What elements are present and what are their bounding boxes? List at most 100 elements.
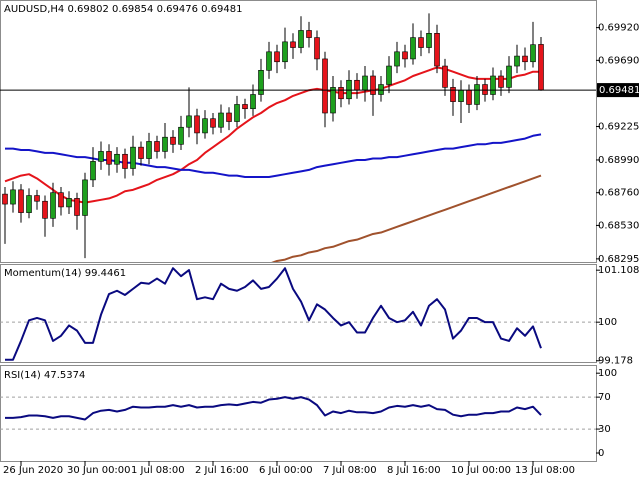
momentum-panel	[0, 264, 597, 363]
candle-body	[234, 104, 240, 122]
x-tick-label: 10 Jul 00:00	[451, 465, 511, 476]
candle-body	[186, 115, 192, 128]
candle-body	[266, 51, 272, 71]
momentum-header: Momentum(14) 99.4461	[4, 268, 126, 279]
candle-body	[90, 161, 96, 181]
candle-body	[250, 94, 256, 110]
candle-body	[2, 193, 8, 205]
candle-body	[410, 37, 416, 60]
candle-body	[442, 65, 448, 88]
candle-body	[258, 70, 264, 95]
x-tick-label: 8 Jul 16:00	[387, 465, 441, 476]
candle-body	[482, 84, 488, 95]
candle-body	[82, 179, 88, 216]
candle-body	[354, 79, 360, 91]
candle-body	[26, 195, 32, 213]
candle-body	[530, 44, 536, 63]
candle-body	[338, 87, 344, 100]
open-value: 0.69802	[67, 4, 108, 15]
indicator-name: RSI(14)	[4, 370, 41, 381]
candle-body	[306, 30, 312, 38]
candle-body	[538, 44, 544, 91]
y-tick-label: 0.69225	[598, 122, 639, 133]
y-tick-label: 100	[598, 368, 617, 379]
x-tick-label: 26 Jun 2020	[3, 465, 63, 476]
candle-body	[218, 112, 224, 128]
candle-body	[138, 146, 144, 159]
y-tick-label: 101.1083	[598, 265, 640, 276]
candle-body	[362, 75, 368, 91]
y-tick-label: 30	[598, 424, 611, 435]
candle-body	[202, 118, 208, 134]
candle-body	[314, 37, 320, 60]
rsi-panel	[0, 365, 597, 462]
candle-body	[242, 104, 248, 110]
candle-body	[106, 151, 112, 165]
candle-body	[522, 55, 528, 63]
candle-body	[114, 153, 120, 165]
y-tick-label: 99.178	[598, 356, 633, 367]
indicator-value: 99.4461	[85, 268, 126, 279]
candle-body	[434, 33, 440, 67]
candle-body	[370, 75, 376, 95]
candle-body	[466, 89, 472, 105]
y-tick-label: 0.69690	[598, 55, 639, 66]
candle-body	[210, 118, 216, 128]
line-series	[5, 267, 542, 361]
current-price-label: 0.69481	[599, 85, 640, 96]
candle-body	[506, 65, 512, 88]
candle-body	[154, 141, 160, 152]
x-tick-label: 30 Jun 00:00	[67, 465, 131, 476]
line-series	[5, 396, 542, 421]
x-tick-label: 7 Jul 08:00	[323, 465, 377, 476]
indicator-value: 47.5374	[44, 370, 85, 381]
y-tick-label: 70	[598, 392, 611, 403]
candle-body	[178, 126, 184, 145]
y-tick-label: 0	[598, 448, 604, 459]
indicator-name: Momentum(14)	[4, 268, 82, 279]
line-series	[5, 133, 542, 179]
price-plot	[0, 13, 596, 262]
candle-body	[98, 151, 104, 162]
line-series	[4, 66, 541, 204]
candle-body	[146, 141, 152, 159]
line-series	[271, 174, 542, 262]
candle-body	[330, 87, 336, 114]
y-tick-label: 0.68760	[598, 188, 639, 199]
candle-body	[274, 51, 280, 63]
candle-body	[74, 198, 80, 216]
candle-body	[10, 189, 16, 205]
candle-body	[394, 51, 400, 67]
candle-body	[426, 33, 432, 48]
rsi-header: RSI(14) 47.5374	[4, 370, 85, 381]
candle-body	[474, 84, 480, 105]
x-tick-label: 13 Jul 08:00	[515, 465, 575, 476]
current-price-box	[597, 83, 639, 98]
candle-body	[122, 153, 128, 169]
candle-body	[450, 87, 456, 102]
x-tick-label: 2 Jul 16:00	[195, 465, 249, 476]
candle-body	[194, 115, 200, 134]
low-value: 0.69476	[157, 4, 198, 15]
candle-body	[402, 51, 408, 60]
axes: 0.69920 0.69690 0.69225 0.68990 0.68760 0.685…	[3, 23, 640, 476]
candle-body	[162, 136, 168, 152]
x-tick-label: 6 Jul 00:00	[259, 465, 313, 476]
candle-body	[18, 189, 24, 213]
candle-body	[418, 37, 424, 48]
close-value: 0.69481	[201, 4, 242, 15]
candle-body	[322, 58, 328, 114]
y-tick-label: 100	[598, 317, 617, 328]
momentum-plot	[0, 267, 596, 361]
chart-header: AUDUSD,H4 0.69802 0.69854 0.69476 0.6948…	[4, 4, 242, 15]
y-tick-label: 0.68295	[598, 254, 639, 265]
candle-body	[130, 146, 136, 169]
symbol: AUDUSD,H4	[4, 4, 64, 15]
rsi-plot	[0, 396, 596, 430]
candle-body	[58, 192, 64, 208]
candle-body	[170, 136, 176, 145]
candle-body	[66, 198, 72, 208]
candle-body	[50, 192, 56, 219]
